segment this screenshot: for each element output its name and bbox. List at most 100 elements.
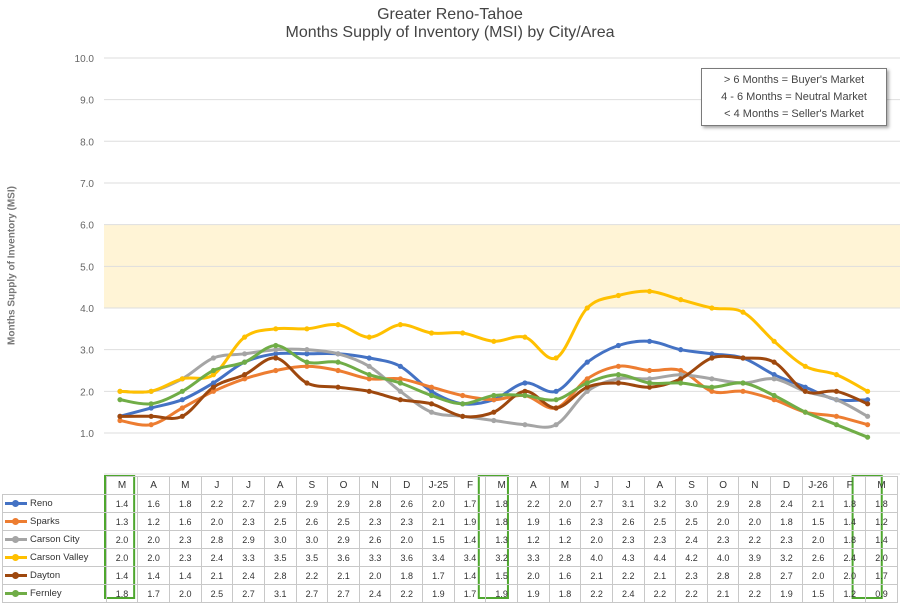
data-label: 2.8 — [706, 566, 740, 585]
data-point-sparks — [428, 384, 435, 390]
data-label: 1.4 — [168, 566, 202, 585]
data-label: 3.2 — [485, 548, 518, 567]
data-label: 2.7 — [770, 566, 803, 585]
data-point-reno — [210, 380, 217, 386]
data-label: 4.0 — [706, 548, 740, 567]
data-label: 3.9 — [738, 548, 772, 567]
data-point-reno — [273, 351, 279, 357]
data-label: 2.3 — [168, 530, 202, 549]
y-tick-label: 5.0 — [80, 262, 94, 273]
data-point-sparks — [210, 388, 217, 394]
data-point-carson-valley — [491, 338, 497, 344]
x-tick-label: A — [517, 476, 550, 495]
x-tick-label: A — [137, 476, 170, 495]
data-label: 2.5 — [263, 512, 297, 531]
legend-swatch — [5, 499, 27, 508]
data-label: 2.1 — [580, 566, 613, 585]
data-point-dayton — [304, 380, 310, 386]
data-point-fernley — [865, 434, 871, 440]
data-point-fernley — [117, 397, 123, 403]
data-point-dayton — [771, 359, 777, 365]
data-label: 2.5 — [327, 512, 360, 531]
data-point-fernley — [491, 392, 497, 399]
legend-swatch — [5, 535, 27, 544]
data-point-sparks — [646, 367, 653, 374]
data-label: 2.6 — [611, 512, 645, 531]
series-points — [117, 288, 871, 440]
x-tick-label: M — [168, 476, 202, 495]
x-tick-label: M — [548, 476, 582, 495]
data-label: 2.9 — [706, 494, 740, 513]
data-label: 4.3 — [611, 548, 645, 567]
data-label: 2.4 — [675, 530, 708, 549]
legend-label: Dayton — [30, 570, 61, 581]
data-point-reno — [304, 351, 310, 357]
data-point-dayton — [833, 388, 840, 394]
data-point-dayton — [584, 384, 590, 390]
x-tick-label: N — [738, 476, 772, 495]
data-point-dayton — [179, 413, 185, 419]
data-point-carson-city — [366, 363, 372, 369]
x-tick-label: J — [611, 476, 645, 495]
data-point-fernley — [460, 401, 466, 407]
data-label: 2.3 — [358, 512, 392, 531]
legend-swatch — [5, 571, 27, 580]
data-point-dayton — [460, 413, 466, 419]
data-label: 2.0 — [548, 494, 582, 513]
data-point-sparks — [709, 388, 715, 394]
data-point-fernley — [366, 372, 372, 378]
data-point-dayton — [117, 413, 123, 419]
data-point-fernley — [304, 359, 310, 365]
data-point-reno — [802, 384, 808, 390]
data-point-fernley — [646, 380, 653, 386]
data-label: 1.6 — [168, 512, 202, 531]
data-label: 2.0 — [422, 494, 455, 513]
data-point-carson-city — [865, 413, 871, 419]
data-label: 1.5 — [485, 566, 518, 585]
data-point-reno — [771, 372, 777, 378]
data-label: 2.1 — [327, 566, 360, 585]
data-label: 2.0 — [105, 530, 139, 549]
data-point-carson-city — [335, 351, 341, 357]
data-label: 1.7 — [422, 566, 455, 585]
data-point-carson-city — [304, 347, 310, 353]
data-label: 2.0 — [801, 530, 835, 549]
data-point-dayton — [366, 388, 372, 394]
data-label: 1.9 — [517, 512, 550, 531]
data-point-carson-valley — [709, 305, 715, 311]
data-label: 2.2 — [295, 566, 329, 585]
data-point-reno — [646, 338, 653, 344]
data-label: 1.4 — [137, 566, 170, 585]
data-point-dayton — [709, 355, 715, 361]
legend-swatch — [5, 517, 27, 526]
data-label: 3.0 — [675, 494, 708, 513]
data-label: 1.8 — [485, 512, 518, 531]
x-tick-label: F — [453, 476, 487, 495]
data-point-dayton — [678, 376, 684, 382]
data-label: 1.8 — [168, 494, 202, 513]
data-label: 2.8 — [358, 494, 392, 513]
data-point-reno — [553, 388, 559, 394]
data-label: 3.4 — [453, 548, 487, 567]
legend-label: Carson Valley — [30, 552, 89, 563]
legend-swatch — [5, 589, 27, 598]
data-label: 3.6 — [390, 548, 424, 567]
data-point-carson-city — [771, 376, 777, 382]
data-point-carson-valley — [678, 297, 684, 303]
x-tick-label: N — [358, 476, 392, 495]
data-label: 2.5 — [643, 512, 677, 531]
data-point-fernley — [522, 392, 528, 399]
data-point-reno — [522, 380, 528, 386]
chart-subtitle: Months Supply of Inventory (MSI) by City… — [285, 24, 615, 41]
data-point-carson-valley — [117, 388, 123, 394]
data-label: 2.0 — [801, 566, 835, 585]
legend-entry: Carson Valley — [2, 548, 107, 567]
data-label: 2.4 — [833, 548, 867, 567]
legend-label: Reno — [30, 498, 53, 509]
data-point-dayton — [242, 372, 248, 378]
data-label: 2.9 — [232, 530, 265, 549]
x-tick-label: M — [105, 476, 139, 495]
y-tick-label: 3.0 — [80, 346, 94, 357]
x-tick-label: S — [295, 476, 329, 495]
data-point-dayton — [491, 409, 497, 415]
